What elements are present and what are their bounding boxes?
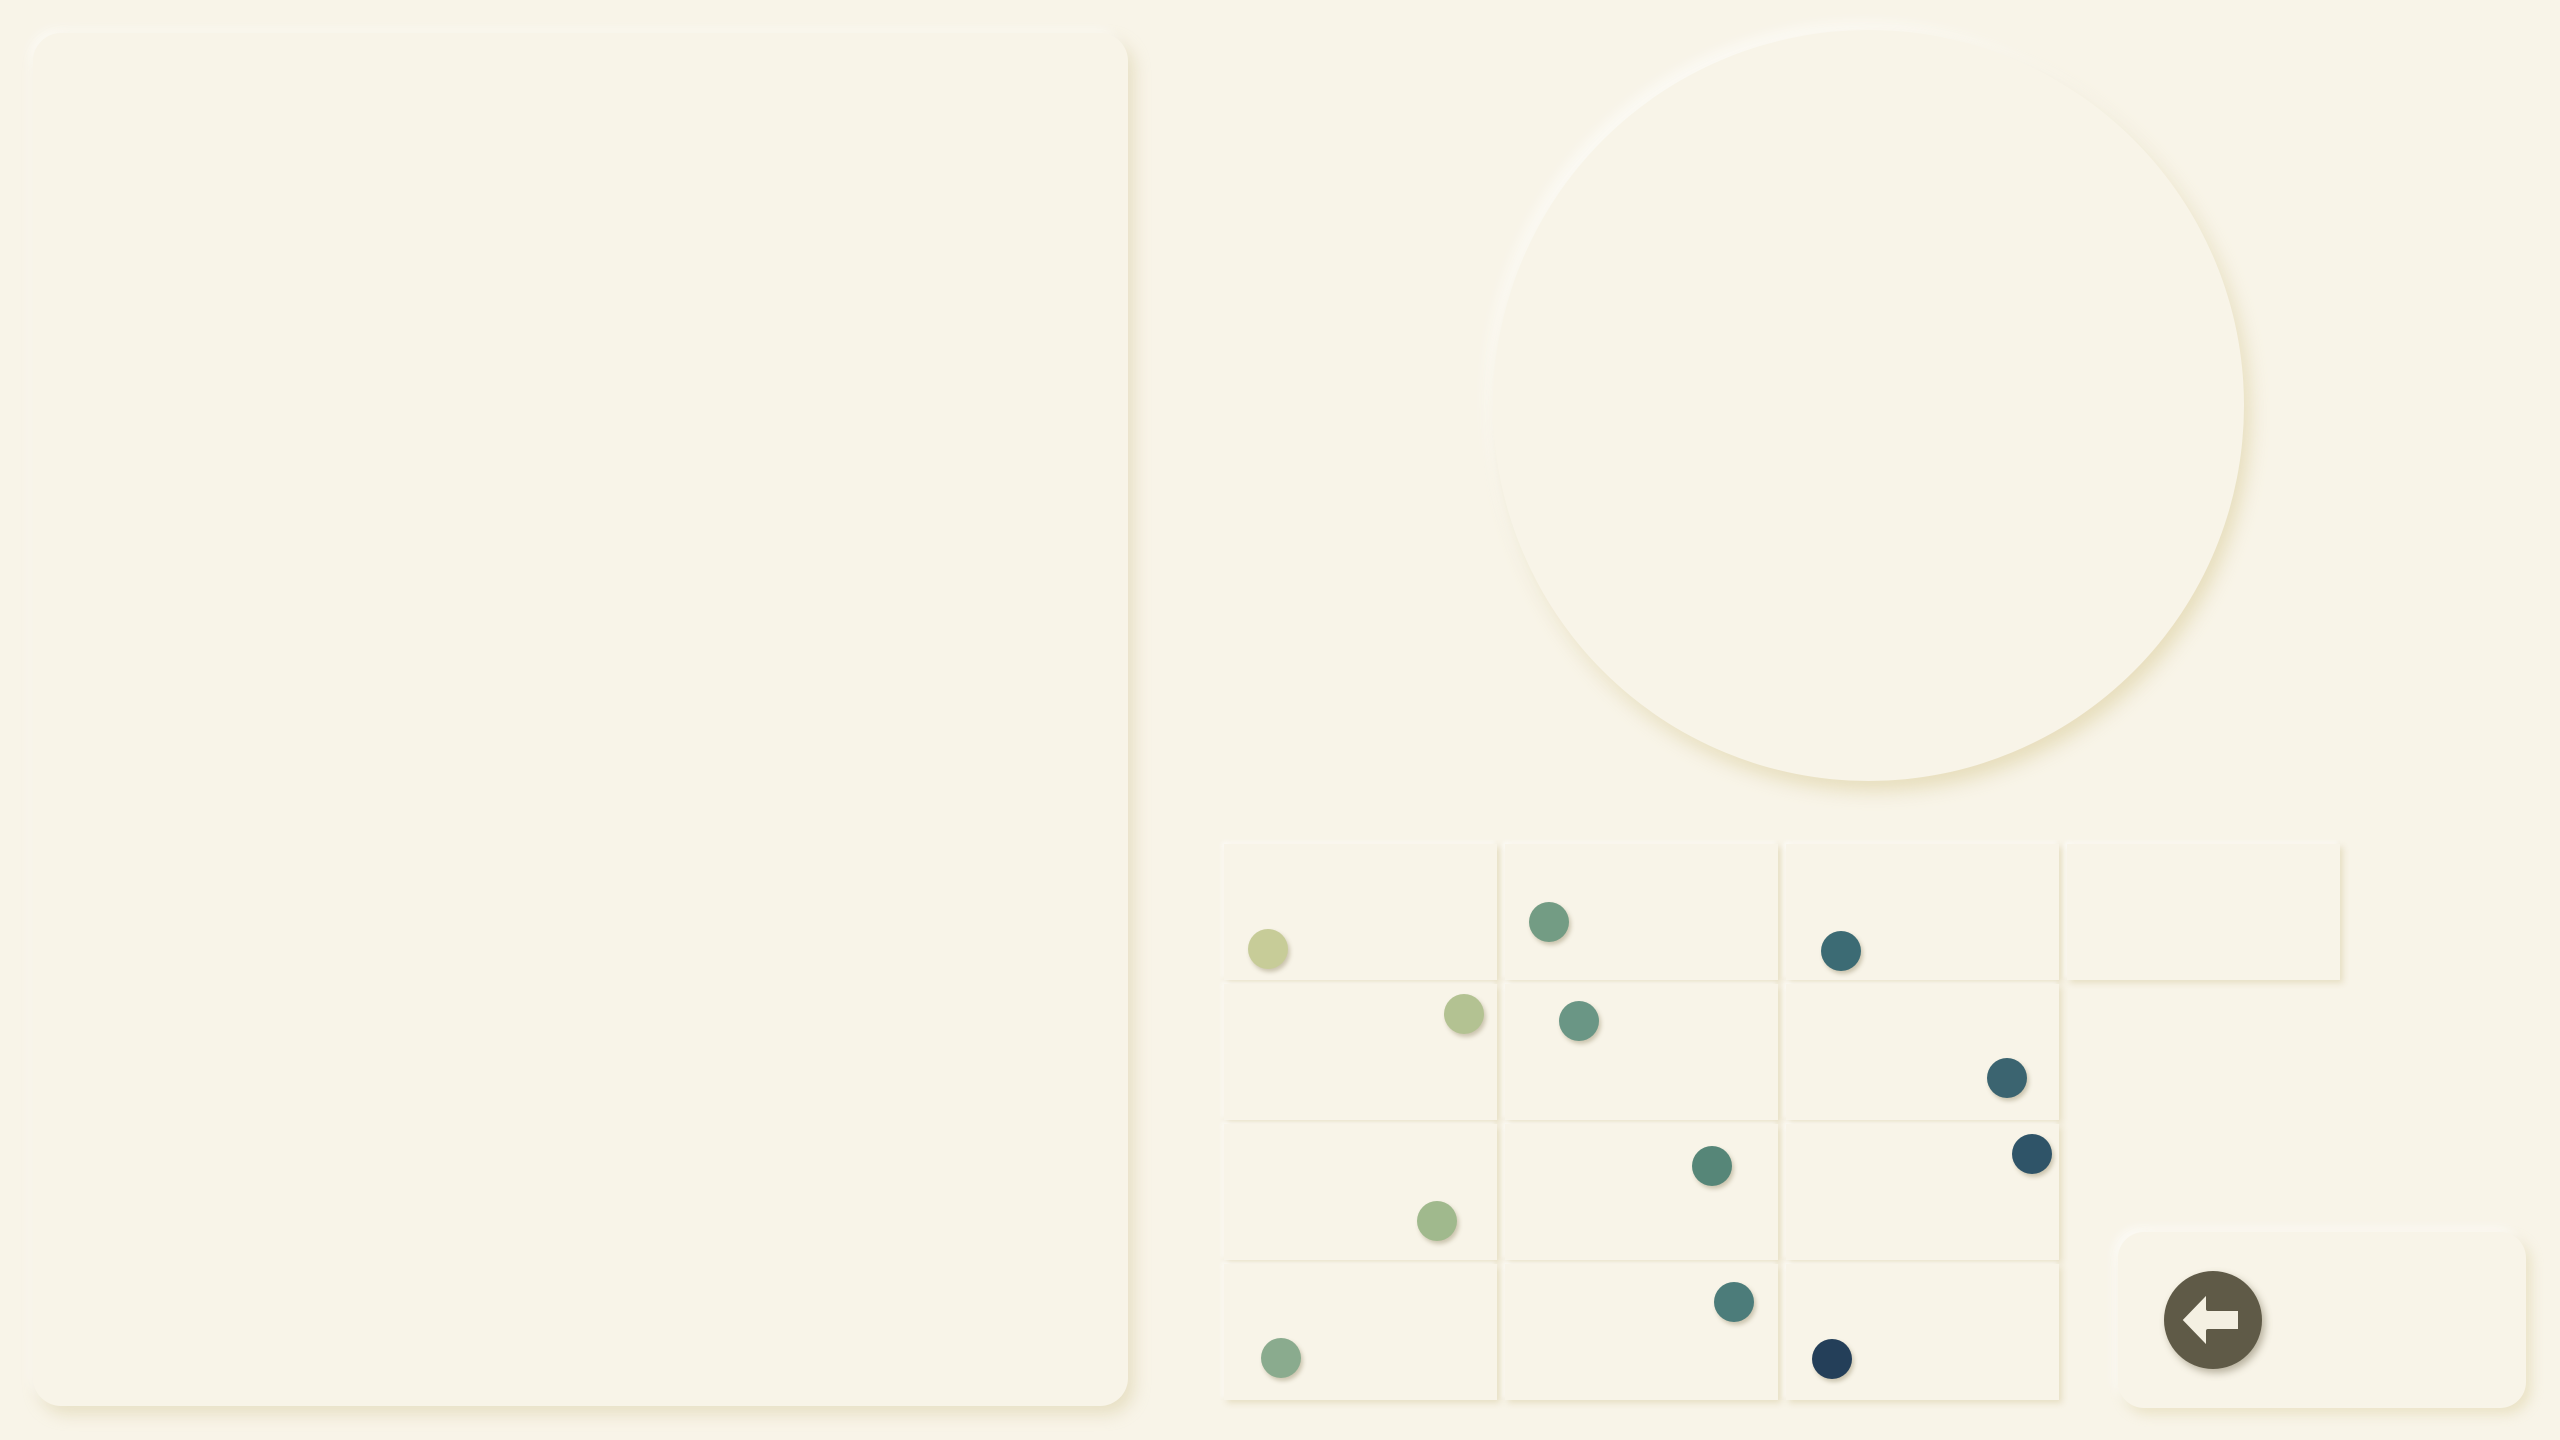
game-piece[interactable]: [1261, 1337, 1302, 1378]
game-piece[interactable]: [1714, 1282, 1755, 1323]
game-piece[interactable]: [1820, 931, 1861, 972]
game-piece[interactable]: [1558, 1000, 1599, 1041]
game-piece[interactable]: [1247, 928, 1288, 969]
board-tile[interactable]: [1505, 1124, 1778, 1260]
board-tile[interactable]: [2067, 844, 2340, 980]
game-piece[interactable]: [2011, 1133, 2052, 1174]
board-tile[interactable]: [1786, 984, 2059, 1120]
board-tile[interactable]: [1224, 1264, 1497, 1400]
board-tile[interactable]: [1786, 1264, 2059, 1400]
target-disc: [1493, 30, 2244, 781]
game-piece[interactable]: [1528, 901, 1569, 942]
game-piece[interactable]: [1987, 1057, 2028, 1098]
game-piece[interactable]: [1416, 1200, 1457, 1241]
game-piece[interactable]: [1444, 993, 1485, 1034]
board-tile[interactable]: [1224, 1124, 1497, 1260]
board-tile[interactable]: [1505, 984, 1778, 1120]
back-button[interactable]: [2164, 1271, 2262, 1369]
game-piece[interactable]: [1692, 1146, 1733, 1187]
game-piece[interactable]: [1812, 1339, 1853, 1380]
back-arrow-icon: [2178, 1289, 2242, 1351]
preview-panel: [33, 33, 1128, 1406]
